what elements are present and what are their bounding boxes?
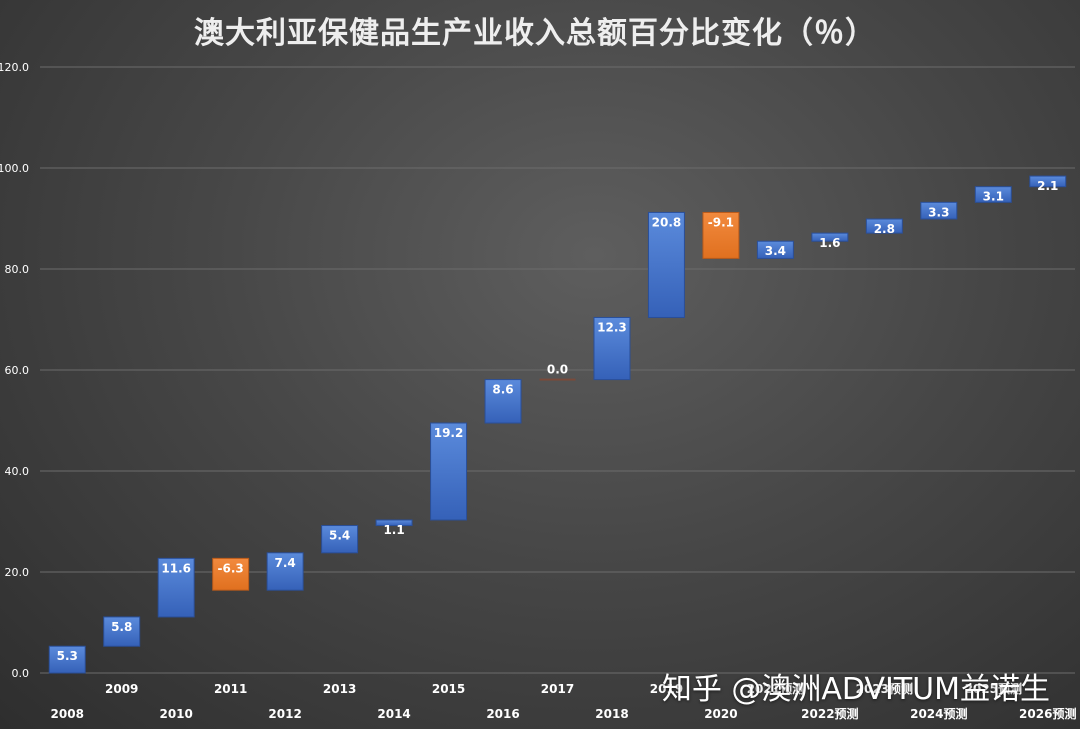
- x-tick-label: 2019: [650, 682, 683, 696]
- data-label: 2.1: [1037, 179, 1058, 193]
- x-tick-label: 2021预测: [747, 681, 804, 696]
- x-tick-label: 2010: [159, 707, 192, 721]
- data-label: -9.1: [708, 215, 734, 229]
- x-tick-label: 2018: [595, 707, 628, 721]
- y-tick-label: 0.0: [12, 667, 30, 680]
- x-tick-label: 2009: [105, 682, 138, 696]
- x-tick-label: 2011: [214, 682, 247, 696]
- bar: [593, 316, 631, 381]
- x-tick-label: 2015: [432, 682, 465, 696]
- data-label: 1.1: [383, 523, 404, 537]
- bar: [212, 557, 250, 591]
- data-label: 7.4: [274, 556, 295, 570]
- data-label: 19.2: [434, 426, 464, 440]
- data-label: -6.3: [218, 561, 244, 575]
- y-tick-label: 80.0: [5, 263, 30, 276]
- data-label: 2.8: [874, 222, 895, 236]
- x-tick-label: 2012: [268, 707, 301, 721]
- bar: [865, 218, 903, 234]
- x-tick-label: 2023预测: [856, 681, 913, 696]
- x-tick-label: 2025预测: [965, 681, 1022, 696]
- bar: [974, 186, 1012, 203]
- data-label: 8.6: [492, 383, 513, 397]
- y-tick-label: 40.0: [5, 465, 30, 478]
- y-tick-label: 100.0: [0, 162, 29, 175]
- x-axis-ticks: 2008 2009 2010 2011 2012 2013 2014 2015 2016 2017…: [51, 681, 1077, 721]
- data-label: 1.6: [819, 236, 840, 250]
- x-tick-label: 2017: [541, 682, 574, 696]
- bar: [1029, 175, 1067, 188]
- bar: [375, 519, 413, 527]
- y-tick-label: 120.0: [0, 61, 29, 74]
- bar: [539, 378, 576, 381]
- bar: [157, 557, 195, 618]
- data-label: 3.1: [983, 190, 1004, 204]
- bar: [484, 379, 522, 424]
- x-tick-label: 2022预测: [801, 706, 858, 721]
- bar: [266, 552, 304, 591]
- bar: [756, 240, 794, 259]
- data-label: 20.8: [652, 215, 682, 229]
- bars: [48, 175, 1067, 674]
- x-tick-label: 2026预测: [1019, 706, 1076, 721]
- data-label: 5.4: [329, 529, 350, 543]
- x-tick-label: 2016: [486, 707, 519, 721]
- bar: [103, 616, 141, 647]
- data-label: 0.0: [547, 363, 568, 377]
- bar: [920, 201, 958, 220]
- data-label: 3.3: [928, 205, 949, 219]
- bar: [321, 525, 359, 554]
- bar: [430, 422, 468, 521]
- x-tick-label: 2020: [704, 707, 737, 721]
- y-tick-label: 60.0: [5, 364, 30, 377]
- y-tick-label: 20.0: [5, 566, 30, 579]
- value-labels: 5.3 5.8 11.6 -6.3 7.4 5.4 1.1 19.2 8.6 0.0 12.3 20.…: [57, 179, 1059, 663]
- bar: [48, 645, 86, 674]
- data-label: 3.4: [765, 244, 786, 258]
- bar: [647, 211, 685, 318]
- y-axis-ticks: 0.0 20.0 40.0 60.0 80.0 100.0 120.0: [0, 61, 29, 680]
- x-tick-label: 2008: [51, 707, 84, 721]
- data-label: 5.8: [111, 620, 132, 634]
- x-tick-label: 2014: [377, 707, 410, 721]
- watermark: 知乎 @澳洲ADVITUM益诺生: [661, 672, 1050, 707]
- bar: [702, 211, 740, 259]
- data-label: 5.3: [57, 649, 78, 663]
- x-tick-label: 2013: [323, 682, 356, 696]
- bar: [811, 232, 849, 242]
- data-label: 12.3: [597, 320, 627, 334]
- x-tick-label: 2024预测: [910, 706, 967, 721]
- chart-title: 澳大利亚保健品生产业收入总额百分比变化（％）: [194, 16, 876, 51]
- data-label: 11.6: [161, 561, 191, 575]
